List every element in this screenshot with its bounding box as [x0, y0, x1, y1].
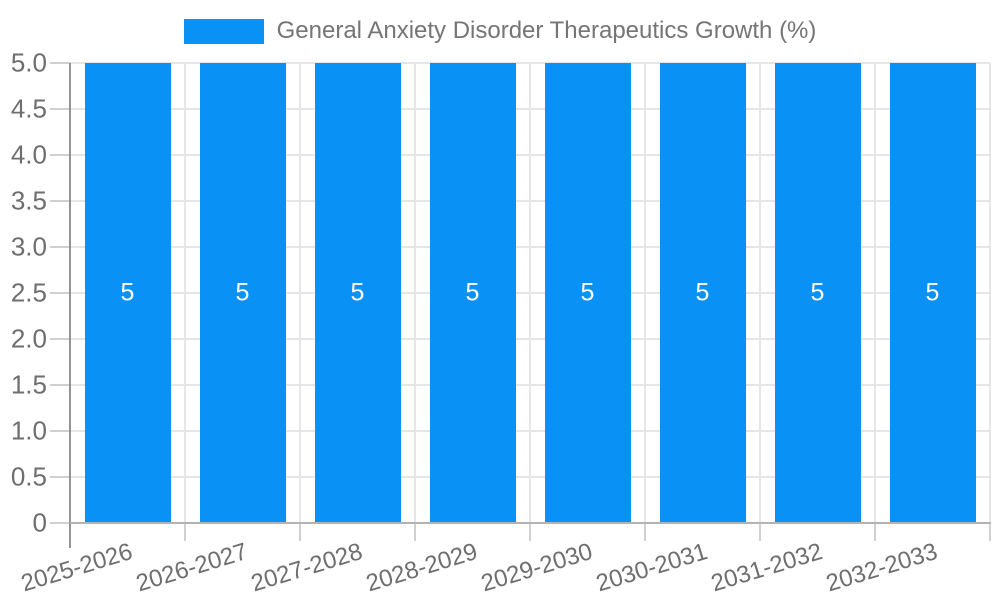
- bar-2025-2026[interactable]: 5: [84, 63, 171, 523]
- x-category-label: 2027-2028: [247, 538, 366, 598]
- x-tick-mark: [874, 524, 876, 541]
- y-tick-label: 3.0: [10, 231, 47, 262]
- x-category-label: 2029-2030: [477, 538, 596, 598]
- x-tick-mark: [644, 524, 646, 541]
- x-category-label: 2032-2033: [822, 538, 941, 598]
- x-category-label: 2028-2029: [362, 538, 481, 598]
- gridline-vertical: [644, 63, 646, 523]
- x-category-label: 2026-2027: [132, 538, 251, 598]
- y-tick-label: 0.5: [10, 461, 47, 492]
- y-tick-label: 1.5: [10, 369, 47, 400]
- bar-value-label: 5: [695, 278, 710, 307]
- x-tick-mark: [759, 524, 761, 541]
- y-tick-mark: [50, 62, 70, 64]
- y-tick-mark: [50, 200, 70, 202]
- y-tick-label: 5.0: [10, 47, 47, 78]
- gridline-vertical: [874, 63, 876, 523]
- plot-area: 5 5 5 5 5 5 5 5: [70, 62, 991, 523]
- bar-2027-2028[interactable]: 5: [314, 63, 401, 523]
- x-axis-line: [70, 522, 991, 524]
- gridline-vertical: [414, 63, 416, 523]
- y-tick-label: 3.5: [10, 185, 47, 216]
- bar-value-label: 5: [350, 278, 365, 307]
- y-tick-mark: [50, 292, 70, 294]
- y-tick-mark: [50, 522, 70, 524]
- bar-value-label: 5: [810, 278, 825, 307]
- gridline-vertical: [989, 63, 991, 523]
- y-tick-label: 2.5: [10, 277, 47, 308]
- y-tick-label: 0: [32, 507, 47, 538]
- gridline-vertical: [759, 63, 761, 523]
- gridline-vertical: [299, 63, 301, 523]
- y-tick-mark: [50, 476, 70, 478]
- x-axis-labels: 2025-2026 2026-2027 2027-2028 2028-2029 2029…: [18, 538, 990, 600]
- bar-2030-2031[interactable]: 5: [659, 63, 746, 523]
- y-tick-label: 1.0: [10, 415, 47, 446]
- y-tick-mark: [50, 154, 70, 156]
- y-axis-line: [69, 63, 71, 548]
- x-axis-ticks: [70, 524, 991, 542]
- legend-label: General Anxiety Disorder Therapeutics Gr…: [276, 17, 817, 44]
- bar-2032-2033[interactable]: 5: [889, 63, 976, 523]
- x-category-label: 2031-2032: [707, 538, 826, 598]
- chart-legend: General Anxiety Disorder Therapeutics Gr…: [0, 14, 1000, 48]
- gridline-vertical: [529, 63, 531, 523]
- y-tick-label: 4.5: [10, 93, 47, 124]
- x-tick-mark: [989, 524, 991, 541]
- bar-2026-2027[interactable]: 5: [199, 63, 286, 523]
- bar-2031-2032[interactable]: 5: [774, 63, 861, 523]
- y-tick-mark: [50, 246, 70, 248]
- bar-value-label: 5: [925, 278, 940, 307]
- y-tick-label: 2.0: [10, 323, 47, 354]
- y-tick-mark: [50, 338, 70, 340]
- x-tick-mark: [299, 524, 301, 541]
- x-tick-mark: [529, 524, 531, 541]
- bar-value-label: 5: [465, 278, 480, 307]
- y-tick-mark: [50, 430, 70, 432]
- y-tick-mark: [50, 108, 70, 110]
- y-tick-mark: [50, 384, 70, 386]
- bar-2029-2030[interactable]: 5: [544, 63, 631, 523]
- bar-value-label: 5: [120, 278, 135, 307]
- legend-item[interactable]: General Anxiety Disorder Therapeutics Gr…: [183, 17, 817, 45]
- x-tick-mark: [184, 524, 186, 541]
- y-axis-ticks: [50, 62, 70, 524]
- y-tick-label: 4.0: [10, 139, 47, 170]
- bar-value-label: 5: [235, 278, 250, 307]
- x-category-label: 2025-2026: [17, 538, 136, 598]
- x-category-label: 2030-2031: [592, 538, 711, 598]
- x-tick-mark: [414, 524, 416, 541]
- gridline-vertical: [184, 63, 186, 523]
- bar-value-label: 5: [580, 278, 595, 307]
- bar-2028-2029[interactable]: 5: [429, 63, 516, 523]
- legend-swatch: [183, 18, 264, 44]
- y-axis-labels: 5.0 4.5 4.0 3.5 3.0 2.5 2.0 1.5 1.0 0.5 0: [0, 48, 47, 538]
